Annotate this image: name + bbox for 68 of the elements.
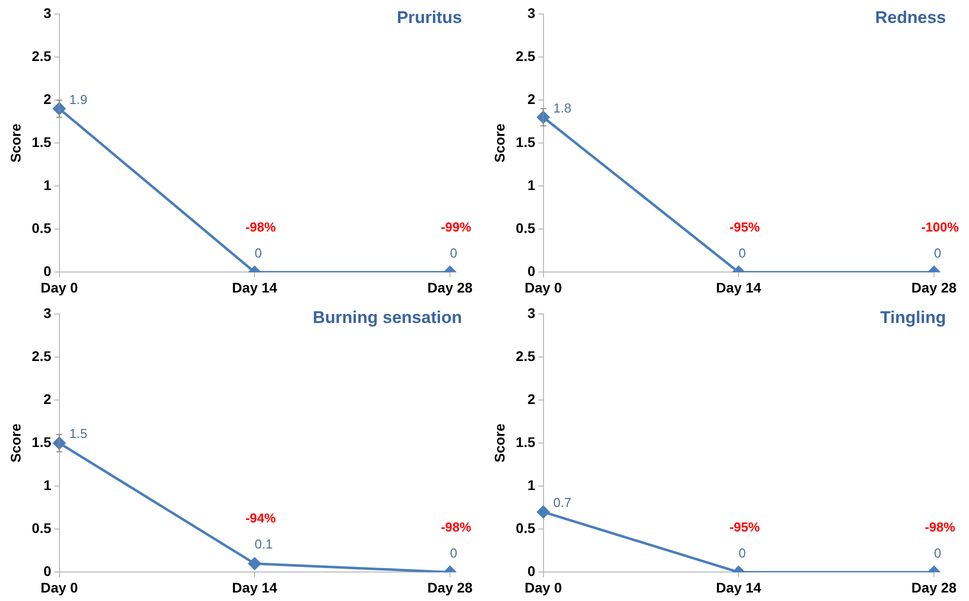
y-axis-title: Score [7, 123, 24, 163]
data-label: 1.9 [69, 92, 88, 107]
data-label: 0 [934, 245, 942, 260]
annotation: -100% [921, 219, 960, 234]
data-label: 1.8 [553, 100, 572, 116]
y-tick-label: 1 [43, 476, 52, 493]
y-tick-label: 3 [527, 4, 536, 21]
y-tick-label: 0 [43, 263, 52, 280]
data-label: 0.1 [254, 536, 273, 552]
data-label: 0 [450, 245, 458, 260]
y-tick-label: 2 [43, 390, 52, 407]
y-tick-label: 2 [527, 390, 536, 407]
y-tick-label: 1 [527, 476, 536, 493]
chart-title: Pruritus [396, 8, 462, 28]
data-label: 1.5 [69, 426, 88, 442]
y-tick-label: 1.5 [516, 434, 536, 450]
y-axis-title: Score [491, 123, 508, 163]
y-tick-label: 2.5 [516, 348, 536, 364]
chart-title: Redness [875, 8, 946, 28]
y-tick-label: 1 [527, 176, 536, 193]
chart-title: Tingling [880, 308, 946, 328]
x-tick-label: Day 0 [40, 279, 78, 296]
x-tick-label: Day 14 [232, 579, 278, 596]
annotation: -95% [729, 519, 760, 534]
x-tick-label: Day 0 [40, 579, 78, 596]
x-tick-label: Day 28 [427, 579, 473, 596]
x-tick-label: Day 14 [716, 579, 762, 596]
annotation: -95% [729, 219, 760, 234]
y-tick-label: 1.5 [32, 134, 52, 150]
annotation: -98% [924, 519, 956, 534]
x-tick-label: Day 28 [911, 279, 957, 296]
annotation: -94% [245, 510, 276, 526]
data-label: 0 [450, 545, 458, 560]
annotation: -99% [440, 219, 472, 234]
y-tick-label: 2.5 [32, 348, 52, 364]
data-label: 0 [934, 545, 942, 560]
y-tick-label: 3 [527, 304, 536, 321]
y-tick-label: 0 [527, 563, 536, 580]
data-label: 0 [738, 545, 746, 560]
annotation: -98% [245, 219, 276, 234]
y-tick-label: 3 [43, 4, 52, 21]
annotation: -98% [440, 519, 472, 534]
y-tick-label: 2.5 [32, 48, 52, 64]
x-tick-label: Day 0 [524, 579, 562, 596]
x-tick-label: Day 14 [716, 279, 762, 296]
y-tick-label: 0.5 [516, 520, 536, 536]
y-axis-title: Score [491, 423, 508, 463]
y-tick-label: 2 [527, 90, 536, 107]
x-tick-label: Day 28 [427, 279, 473, 296]
y-axis-title: Score [7, 423, 24, 463]
y-tick-label: 0 [527, 263, 536, 280]
y-tick-label: 2.5 [516, 48, 536, 64]
data-label: 0 [254, 245, 262, 260]
y-tick-label: 3 [43, 304, 52, 321]
x-tick-label: Day 28 [911, 579, 957, 596]
data-label: 0.7 [553, 495, 572, 510]
x-tick-label: Day 14 [232, 279, 278, 296]
x-tick-label: Day 0 [524, 279, 562, 296]
y-tick-label: 0.5 [32, 520, 52, 536]
chart-title: Burning sensation [312, 308, 462, 328]
y-tick-label: 2 [43, 90, 52, 107]
data-label: 0 [738, 245, 746, 260]
y-tick-label: 0.5 [516, 220, 536, 236]
y-tick-label: 1 [43, 176, 52, 193]
y-tick-label: 0.5 [32, 220, 52, 236]
y-tick-label: 0 [43, 563, 52, 580]
y-tick-label: 1.5 [32, 434, 52, 450]
y-tick-label: 1.5 [516, 134, 536, 150]
